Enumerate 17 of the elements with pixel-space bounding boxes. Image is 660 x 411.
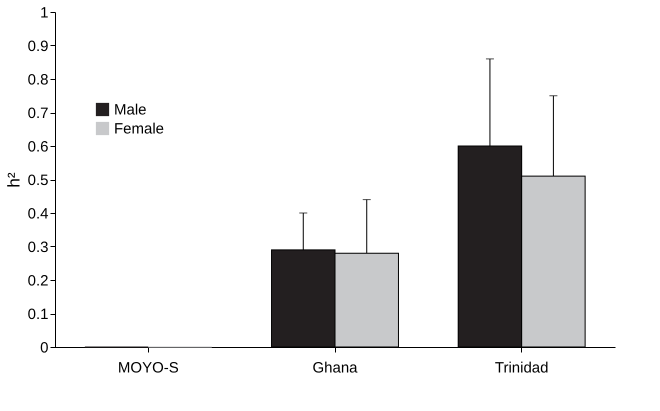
y-tick-label: 0.8 [28, 72, 48, 88]
y-tick-label: 0 [40, 340, 48, 356]
y-tick-label: 0.3 [28, 239, 48, 256]
legend-label: Female [114, 120, 164, 138]
y-tick-label: 0.2 [28, 272, 48, 290]
y-tick-label: 0.7 [28, 105, 48, 122]
x-tick-label: Ghana [312, 360, 358, 376]
y-axis-title: h² [4, 172, 24, 188]
x-tick-label: MOYO-S [118, 360, 179, 376]
x-tick-label: Trinidad [494, 360, 548, 376]
y-tick-label: 0.1 [28, 306, 48, 323]
y-tick-label: 0.6 [28, 138, 48, 156]
legend-label: Male [114, 102, 147, 118]
y-tick-label: 0.5 [28, 172, 48, 189]
y-tick-label: 0.4 [28, 206, 48, 222]
y-tick-label: 0.9 [28, 38, 48, 55]
y-tick-label: 1 [40, 4, 48, 22]
